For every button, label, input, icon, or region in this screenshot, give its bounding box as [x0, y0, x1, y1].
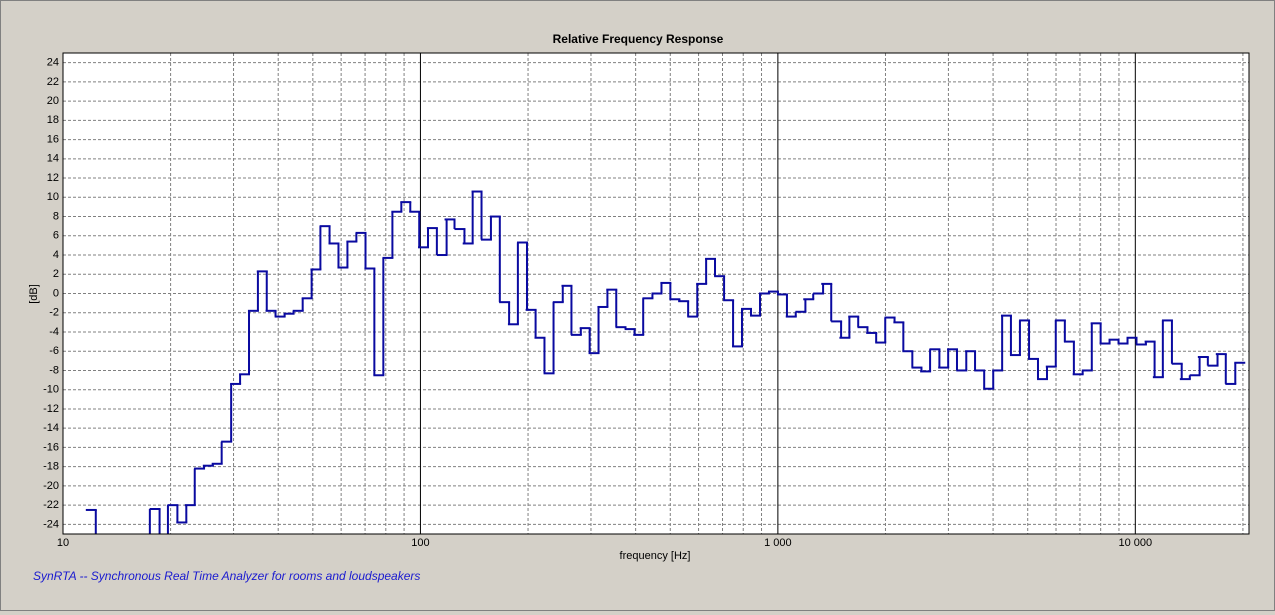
y-tick-label: 2	[53, 268, 59, 280]
step-risers	[94, 191, 1237, 534]
y-tick-label: -10	[43, 384, 59, 396]
x-tick-label: 100	[411, 537, 429, 549]
y-tick-label: -18	[43, 461, 59, 473]
y-tick-label: -14	[43, 422, 59, 434]
y-tick-label: 18	[47, 114, 59, 126]
plot-border	[62, 52, 1250, 535]
y-tick-label: 6	[53, 230, 59, 242]
y-tick-label: 8	[53, 210, 59, 222]
y-tick-label: -2	[49, 307, 59, 319]
y-tick-label: -4	[49, 326, 59, 338]
y-tick-label: 10	[47, 191, 59, 203]
y-tick-label: -6	[49, 345, 59, 357]
y-tick-label: 22	[47, 76, 59, 88]
chart-title: Relative Frequency Response	[553, 32, 724, 46]
x-axis-label: frequency [Hz]	[620, 550, 691, 562]
x-tick-label: 10	[57, 537, 69, 549]
y-tick-label: 20	[47, 95, 59, 107]
series	[85, 190, 1246, 534]
y-tick-label: -12	[43, 403, 59, 415]
x-tick-label: 1 000	[764, 537, 792, 549]
y-tick-label: 0	[53, 287, 59, 299]
y-tick-label: -22	[43, 499, 59, 511]
y-tick-label: 16	[47, 133, 59, 145]
y-tick-label: -8	[49, 364, 59, 376]
x-tick-label: 10 000	[1118, 537, 1152, 549]
y-tick-label: -20	[43, 480, 59, 492]
footer-text: SynRTA -- Synchronous Real Time Analyzer…	[33, 569, 420, 583]
y-tick-label: 24	[47, 57, 59, 69]
y-tick-label: -24	[43, 518, 59, 530]
y-tick-label: 4	[53, 249, 59, 261]
y-tick-label: 14	[47, 153, 59, 165]
y-tick-label: 12	[47, 172, 59, 184]
grid	[62, 53, 1249, 534]
y-axis-label: [dB]	[28, 284, 40, 304]
y-tick-label: -16	[43, 441, 59, 453]
